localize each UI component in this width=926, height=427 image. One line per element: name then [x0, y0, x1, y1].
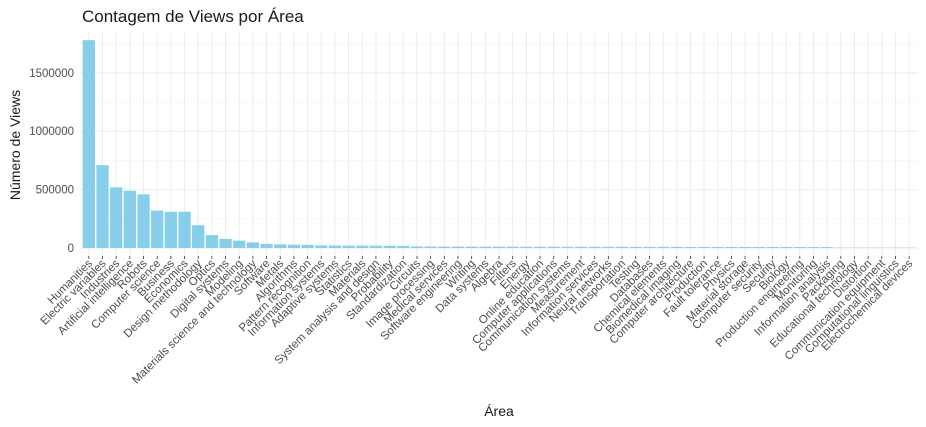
bar [110, 187, 123, 248]
bar [219, 238, 232, 248]
bar [725, 246, 738, 248]
bar [520, 246, 533, 248]
bar [192, 225, 205, 248]
bar [123, 190, 137, 248]
bar [574, 246, 588, 248]
y-tick-label: 500000 [36, 185, 74, 197]
bar [246, 242, 260, 248]
bar [629, 246, 642, 248]
bar [137, 194, 150, 248]
y-tick-label: 1500000 [29, 68, 74, 80]
bar [561, 246, 574, 248]
bar [602, 246, 615, 248]
bar [697, 246, 711, 248]
bar [438, 246, 451, 248]
y-axis-title: Número de Views [7, 90, 23, 200]
bar [615, 246, 629, 248]
bar [738, 247, 752, 248]
bar [301, 244, 314, 248]
y-tick-label: 1000000 [29, 126, 74, 138]
bar [779, 247, 793, 248]
bar [807, 247, 820, 248]
bar [533, 246, 547, 248]
bar [820, 247, 834, 248]
bar [274, 244, 287, 248]
bar [451, 246, 465, 248]
bar [205, 235, 219, 248]
bar [178, 211, 191, 248]
bar [588, 246, 601, 248]
bar [260, 244, 273, 248]
bar [233, 240, 246, 248]
bar [793, 247, 806, 248]
bar [547, 246, 560, 248]
bar [766, 247, 779, 248]
bar [164, 211, 178, 248]
bar [96, 165, 109, 248]
bar [356, 245, 369, 248]
bar [684, 246, 697, 248]
bar [752, 247, 765, 248]
bar [410, 246, 424, 248]
bar [670, 246, 683, 248]
bar [315, 245, 328, 248]
bar [711, 246, 724, 248]
bar [479, 246, 492, 248]
bar [328, 245, 342, 248]
bar [287, 244, 301, 248]
grid [80, 32, 918, 256]
y-axis: 0 500000 1000000 1500000 [29, 68, 74, 255]
bar [465, 246, 478, 248]
bars [82, 40, 916, 248]
bar [151, 210, 164, 248]
chart-title: Contagem de Views por Área [82, 7, 304, 26]
y-tick-label: 0 [68, 243, 74, 255]
x-axis-title: Área [484, 403, 514, 419]
bar [506, 246, 519, 248]
bar [369, 245, 383, 248]
bar [492, 246, 506, 248]
bar [383, 245, 396, 248]
bar [424, 246, 437, 248]
bar [397, 245, 410, 248]
bar [342, 245, 355, 248]
bar [656, 246, 670, 248]
bar [643, 246, 656, 248]
bar [82, 40, 95, 248]
